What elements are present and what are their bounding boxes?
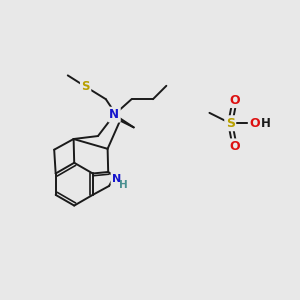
Text: H: H bbox=[261, 117, 271, 130]
Text: N: N bbox=[112, 174, 121, 184]
Text: S: S bbox=[226, 117, 235, 130]
Text: O: O bbox=[249, 117, 260, 130]
Text: S: S bbox=[81, 80, 90, 93]
Text: H: H bbox=[119, 180, 128, 190]
Text: N: N bbox=[109, 108, 119, 121]
Text: O: O bbox=[230, 140, 240, 153]
Text: O: O bbox=[230, 94, 240, 106]
